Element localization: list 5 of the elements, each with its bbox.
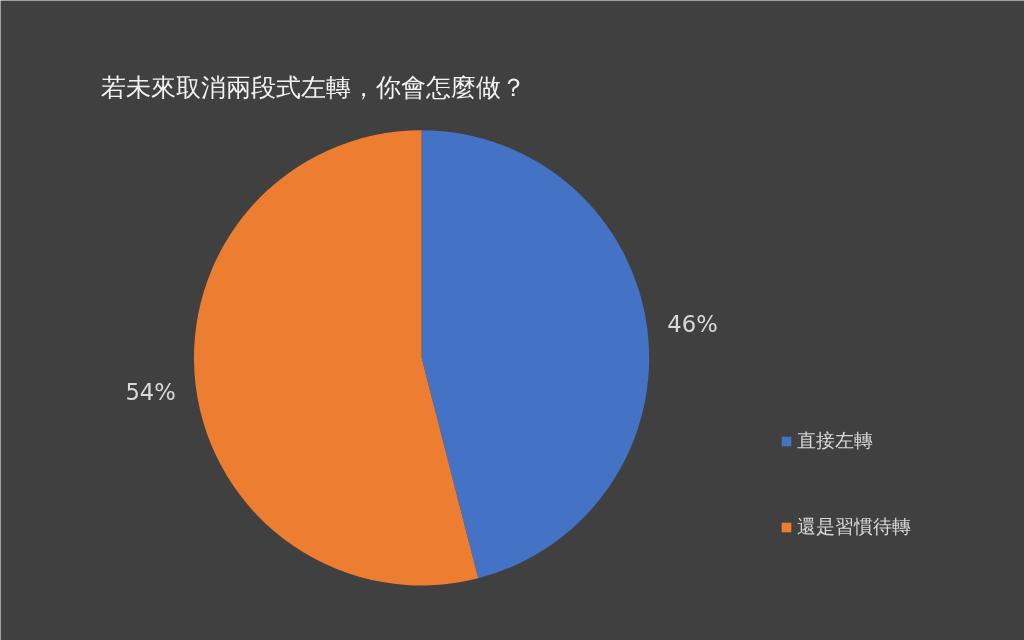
data-label: 54% [125,379,176,406]
data-label: 46% [667,310,718,337]
legend-label: 還是習慣待轉 [797,515,911,539]
legend-label: 直接左轉 [797,429,873,453]
chart-title: 若未來取消兩段式左轉，你會怎麼做？ [100,71,526,102]
